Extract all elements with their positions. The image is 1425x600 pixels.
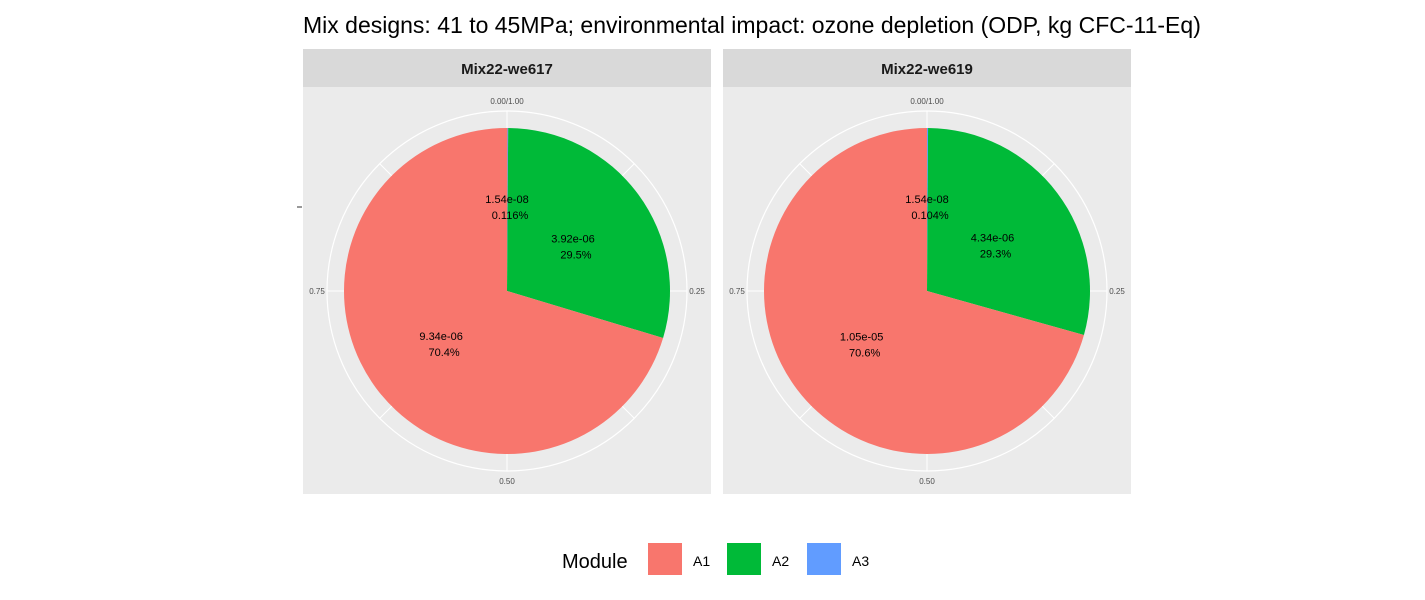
slice-percent-label: 29.5% <box>560 249 591 261</box>
legend-key-a2 <box>727 543 761 575</box>
slice-value-label: 1.05e-05 <box>840 332 883 344</box>
slice-value-label: 9.34e-06 <box>419 331 462 343</box>
facet-panel: Mix22-we617 1.54e-08 0.116% 3.92e-06 29.5% 9.… <box>303 49 711 494</box>
pie-slice-a1 <box>344 128 664 455</box>
chart-title: Mix designs: 41 to 45MPa; environmental … <box>303 12 1201 38</box>
theta-tick-label: 0.25 <box>689 287 705 296</box>
legend-title: Module <box>562 551 628 573</box>
slice-percent-label: 0.116% <box>492 210 529 222</box>
legend: Module A1 A2 A3 <box>562 543 869 575</box>
legend-key-a3 <box>807 543 841 575</box>
theta-tick-label: 0.00/1.00 <box>910 97 944 106</box>
facet-panel: Mix22-we619 1.54e-08 0.104% 4.34e-06 29.3% 1.… <box>723 49 1131 494</box>
slice-value-label: 1.54e-08 <box>485 194 528 206</box>
slice-percent-label: 0.104% <box>911 210 949 222</box>
theta-tick-label: 0.75 <box>729 287 745 296</box>
facet-panels: Mix22-we617 1.54e-08 0.116% 3.92e-06 29.5% 9.… <box>303 49 1131 494</box>
facet-strip-label: Mix22-we619 <box>881 61 973 78</box>
pie-slice-a2 <box>927 128 1090 336</box>
slice-percent-label: 70.6% <box>849 348 880 360</box>
theta-tick-label: 0.00/1.00 <box>490 97 524 106</box>
legend-label-a3: A3 <box>852 553 869 569</box>
slice-value-label: 3.92e-06 <box>551 233 594 245</box>
pie-slice-a2 <box>507 128 670 339</box>
legend-key-a1 <box>648 543 682 575</box>
pie-slice-a1 <box>764 128 1084 454</box>
theta-tick-label: 0.75 <box>309 287 325 296</box>
slice-value-label: 4.34e-06 <box>971 233 1014 245</box>
theta-tick-label: 0.50 <box>919 477 935 486</box>
theta-tick-label: 0.25 <box>1109 287 1125 296</box>
pie-slice-a3 <box>927 128 929 291</box>
legend-label-a1: A1 <box>693 553 710 569</box>
facet-strip <box>723 49 1131 87</box>
facet-strip-label: Mix22-we617 <box>461 61 553 78</box>
legend-label-a2: A2 <box>772 553 789 569</box>
slice-percent-label: 29.3% <box>980 249 1011 261</box>
slice-value-label: 1.54e-08 <box>905 194 948 206</box>
facet-strip <box>303 49 711 87</box>
slice-percent-label: 70.4% <box>429 347 460 359</box>
theta-tick-label: 0.50 <box>499 477 515 486</box>
